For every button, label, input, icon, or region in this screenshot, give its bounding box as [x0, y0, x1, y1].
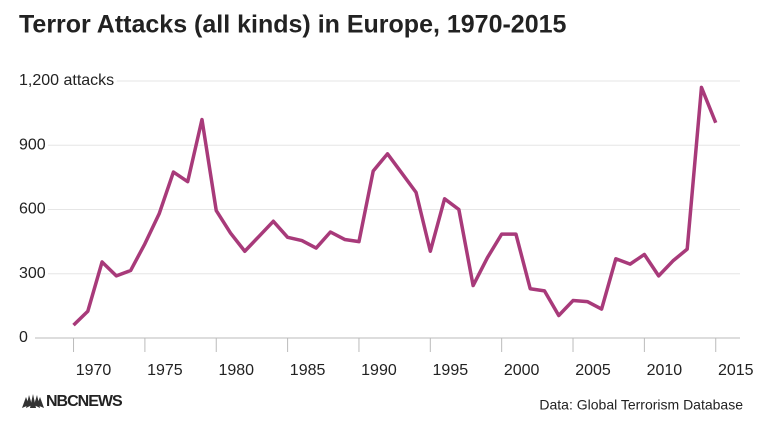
source: Data: Global Terrorism Database [539, 397, 743, 413]
y-tick-label: 1,200 attacks [19, 72, 114, 89]
y-tick-label: 600 [19, 201, 46, 218]
x-tick-label: 1970 [76, 362, 112, 379]
x-tick-label: 1985 [290, 362, 326, 379]
x-tick-label: 1990 [361, 362, 397, 379]
logo-text: NBCNEWS [46, 393, 123, 410]
x-tick-label: 1995 [433, 362, 469, 379]
logo-icon [22, 394, 44, 408]
y-tick-label: 300 [19, 265, 46, 282]
chart-title: Terror Attacks (all kinds) in Europe, 19… [19, 11, 567, 39]
line [72, 85, 718, 327]
x-tick-label: 2000 [504, 362, 540, 379]
x-tick-label: 2015 [718, 362, 754, 379]
x-tick-label: 2010 [647, 362, 683, 379]
x-tick-label: 2005 [575, 362, 611, 379]
x-tick-label: 1975 [147, 362, 183, 379]
y-tick-label: 0 [19, 329, 28, 346]
y-tick-label: 900 [19, 136, 46, 153]
x-tick-label: 1980 [218, 362, 254, 379]
